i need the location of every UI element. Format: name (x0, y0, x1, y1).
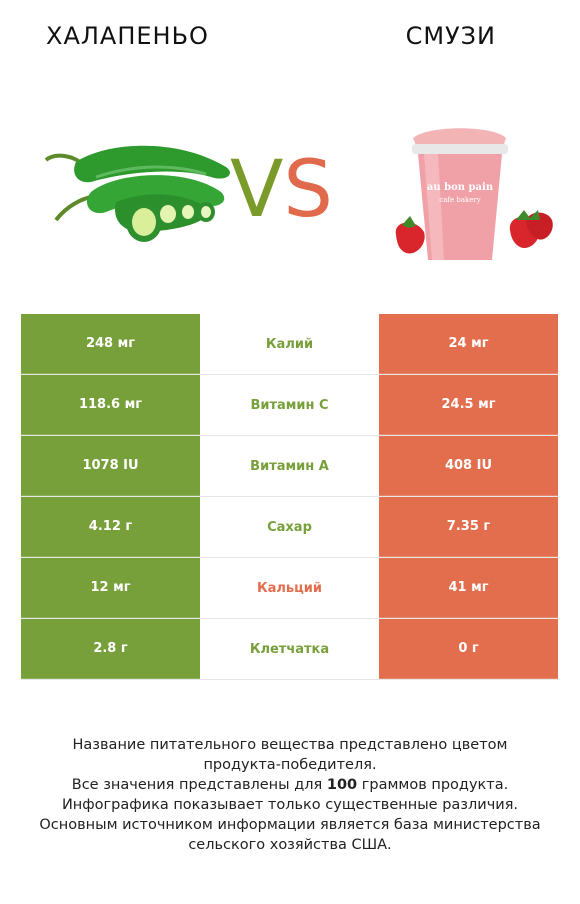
right-value: 24 мг (379, 314, 558, 374)
right-product-title: СМУЗИ (405, 22, 496, 50)
table-row: 2.8 г Клетчатка 0 г (21, 619, 558, 680)
table-row: 248 мг Калий 24 мг (21, 314, 558, 375)
nutrient-label: Калий (200, 314, 379, 374)
right-value: 7.35 г (379, 497, 558, 557)
left-value: 1078 IU (21, 436, 200, 496)
right-value: 41 мг (379, 558, 558, 618)
left-value: 4.12 г (21, 497, 200, 557)
table-row: 118.6 мг Витамин C 24.5 мг (21, 375, 558, 436)
nutrient-label: Кальций (200, 558, 379, 618)
table-row: 12 мг Кальций 41 мг (21, 558, 558, 619)
left-value: 248 мг (21, 314, 200, 374)
vs-label: VS (230, 145, 333, 235)
comparison-table: 248 мг Калий 24 мг 118.6 мг Витамин C 24… (21, 314, 558, 680)
footer-line: Основным источником информации является … (39, 817, 541, 833)
table-row: 1078 IU Витамин A 408 IU (21, 436, 558, 497)
footer-notes: Название питательного вещества представл… (20, 735, 560, 855)
right-value: 0 г (379, 619, 558, 679)
nutrient-label: Сахар (200, 497, 379, 557)
nutrient-label: Витамин A (200, 436, 379, 496)
svg-text:cafe bakery: cafe bakery (439, 196, 480, 204)
left-value: 118.6 мг (21, 375, 200, 435)
nutrient-label: Клетчатка (200, 619, 379, 679)
svg-text:au bon pain: au bon pain (427, 182, 494, 193)
right-value: 408 IU (379, 436, 558, 496)
jalapeno-image (44, 145, 231, 242)
right-value: 24.5 мг (379, 375, 558, 435)
left-value: 12 мг (21, 558, 200, 618)
footer-line: Все значения представлены для 100 граммо… (71, 777, 509, 793)
smoothie-image: au bon pain cafe bakery (395, 128, 553, 260)
footer-line: сельского хозяйства США. (188, 837, 392, 853)
left-product-title: ХАЛАПЕНЬО (46, 22, 209, 50)
nutrient-label: Витамин C (200, 375, 379, 435)
footer-line: Инфографика показывает только существенн… (61, 797, 519, 813)
left-value: 2.8 г (21, 619, 200, 679)
footer-line: продукта-победителя. (203, 757, 377, 773)
table-row: 4.12 г Сахар 7.35 г (21, 497, 558, 558)
footer-line: Название питательного вещества представл… (72, 737, 508, 753)
